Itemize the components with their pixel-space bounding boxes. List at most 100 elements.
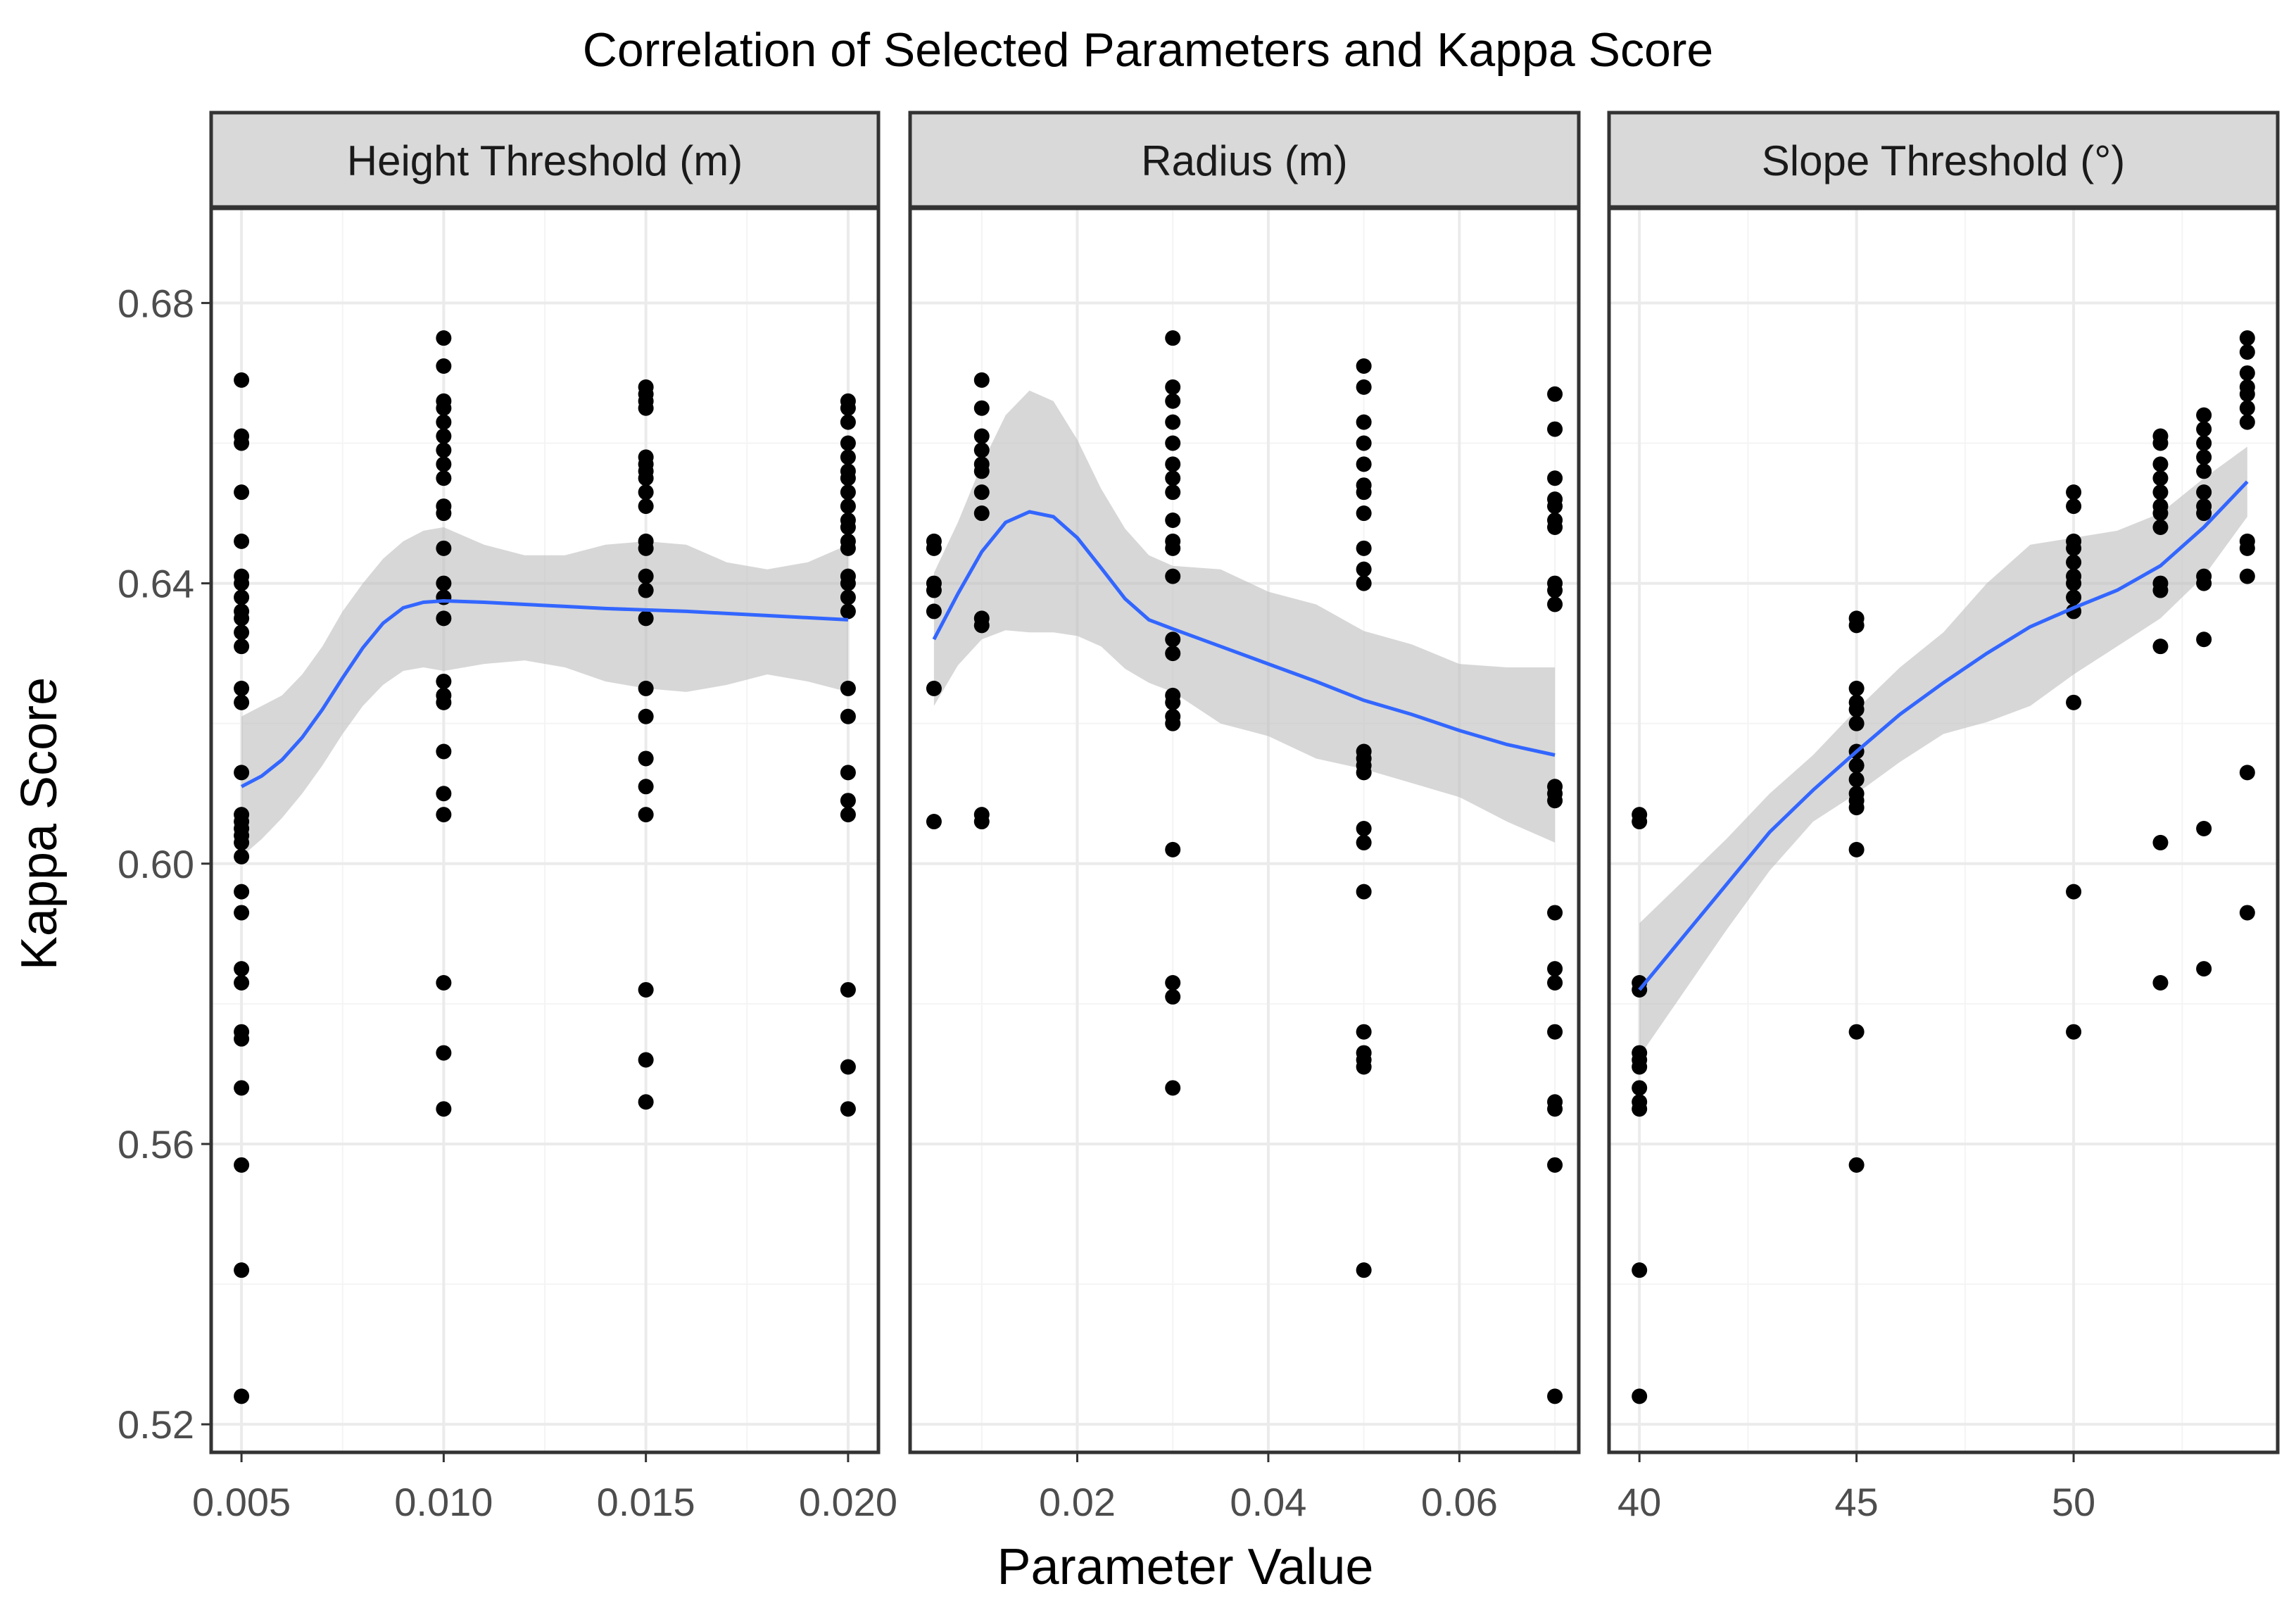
y-tick-label: 0.64: [118, 562, 194, 606]
panel-background: [1609, 208, 2278, 1452]
data-point: [1547, 1157, 1563, 1173]
data-point: [1547, 470, 1563, 486]
data-point: [1848, 772, 1865, 788]
data-point: [840, 708, 856, 724]
data-point: [2152, 484, 2169, 501]
data-point: [2066, 589, 2082, 605]
data-point: [2152, 519, 2169, 535]
data-point: [2196, 821, 2212, 837]
data-point: [1356, 456, 1372, 472]
data-point: [973, 372, 990, 388]
data-point: [1356, 834, 1372, 850]
data-point: [2066, 694, 2082, 710]
data-point: [2239, 765, 2255, 781]
data-point: [436, 1045, 452, 1061]
data-point: [1848, 758, 1865, 774]
data-point: [638, 779, 654, 795]
data-point: [234, 1157, 250, 1173]
data-point: [436, 428, 452, 444]
data-point: [638, 708, 654, 724]
data-point: [1165, 512, 1181, 528]
data-point: [234, 1262, 250, 1278]
data-point: [2152, 975, 2169, 991]
y-axis-ticks: 0.52 0.56 0.60 0.64 0.68: [118, 281, 211, 1447]
data-point: [2066, 498, 2082, 515]
data-point: [973, 617, 990, 634]
data-point: [1356, 379, 1372, 395]
facet-strip-label: Height Threshold (m): [347, 137, 743, 184]
data-point: [840, 589, 856, 605]
data-point: [638, 498, 654, 515]
data-point: [840, 470, 856, 486]
panel-border: [1607, 206, 2280, 1454]
data-point: [436, 610, 452, 627]
data-point: [1848, 1157, 1865, 1173]
panel-border: [908, 206, 1581, 1454]
data-point: [1165, 715, 1181, 731]
data-point: [1547, 975, 1563, 991]
data-point: [2196, 463, 2212, 479]
data-point: [638, 610, 654, 627]
data-point: [1547, 1101, 1563, 1117]
data-point: [436, 505, 452, 522]
y-tick-label: 0.52: [118, 1402, 194, 1447]
data-point: [973, 484, 990, 501]
y-tick-label: 0.60: [118, 842, 194, 886]
data-point: [1632, 1059, 1648, 1075]
data-point: [840, 400, 856, 416]
data-point: [1848, 1024, 1865, 1040]
data-point: [973, 814, 990, 830]
data-point: [1165, 414, 1181, 430]
panel-radius-m: Radius (m) 0.02 0.04 0.06: [908, 111, 1581, 1524]
data-point: [840, 540, 856, 556]
data-point: [1632, 1080, 1648, 1096]
data-point: [436, 456, 452, 472]
data-point: [2196, 631, 2212, 648]
data-point: [973, 505, 990, 522]
data-point: [1165, 456, 1181, 472]
data-point: [1547, 498, 1563, 515]
chart-title: Correlation of Selected Parameters and K…: [583, 23, 1713, 77]
data-point: [1356, 358, 1372, 374]
data-point: [1356, 1262, 1372, 1278]
data-point: [840, 680, 856, 696]
data-point: [638, 981, 654, 998]
data-point: [840, 1059, 856, 1075]
data-point: [234, 589, 250, 605]
data-point: [1848, 680, 1865, 696]
data-point: [436, 807, 452, 823]
data-point: [234, 975, 250, 991]
data-point: [840, 807, 856, 823]
data-point: [2152, 435, 2169, 451]
smooth-trend-line: [1638, 480, 2249, 991]
data-point: [234, 639, 250, 655]
y-tick-label: 0.56: [118, 1122, 194, 1167]
data-point: [436, 1101, 452, 1117]
data-point: [234, 533, 250, 549]
data-point: [436, 673, 452, 689]
data-point: [234, 765, 250, 781]
data-point: [234, 905, 250, 921]
data-point: [2196, 961, 2212, 977]
data-point: [1165, 988, 1181, 1005]
data-point: [1165, 484, 1181, 501]
data-point: [436, 330, 452, 346]
data-point: [234, 694, 250, 710]
x-tick-label: 45: [1834, 1480, 1878, 1524]
data-point: [840, 793, 856, 809]
data-point: [926, 814, 942, 830]
data-point: [2239, 330, 2255, 346]
data-point: [1547, 1024, 1563, 1040]
data-point: [1356, 884, 1372, 900]
data-point: [234, 624, 250, 641]
data-point: [2239, 400, 2255, 416]
data-point: [1356, 575, 1372, 591]
data-point: [638, 582, 654, 598]
data-point: [436, 442, 452, 458]
data-point: [638, 1094, 654, 1110]
panel-slope-threshold: Slope Threshold (°) 40 45 50: [1607, 111, 2280, 1524]
data-point: [2239, 540, 2255, 556]
x-tick-label: 0.02: [1039, 1480, 1116, 1524]
data-point: [2196, 505, 2212, 522]
